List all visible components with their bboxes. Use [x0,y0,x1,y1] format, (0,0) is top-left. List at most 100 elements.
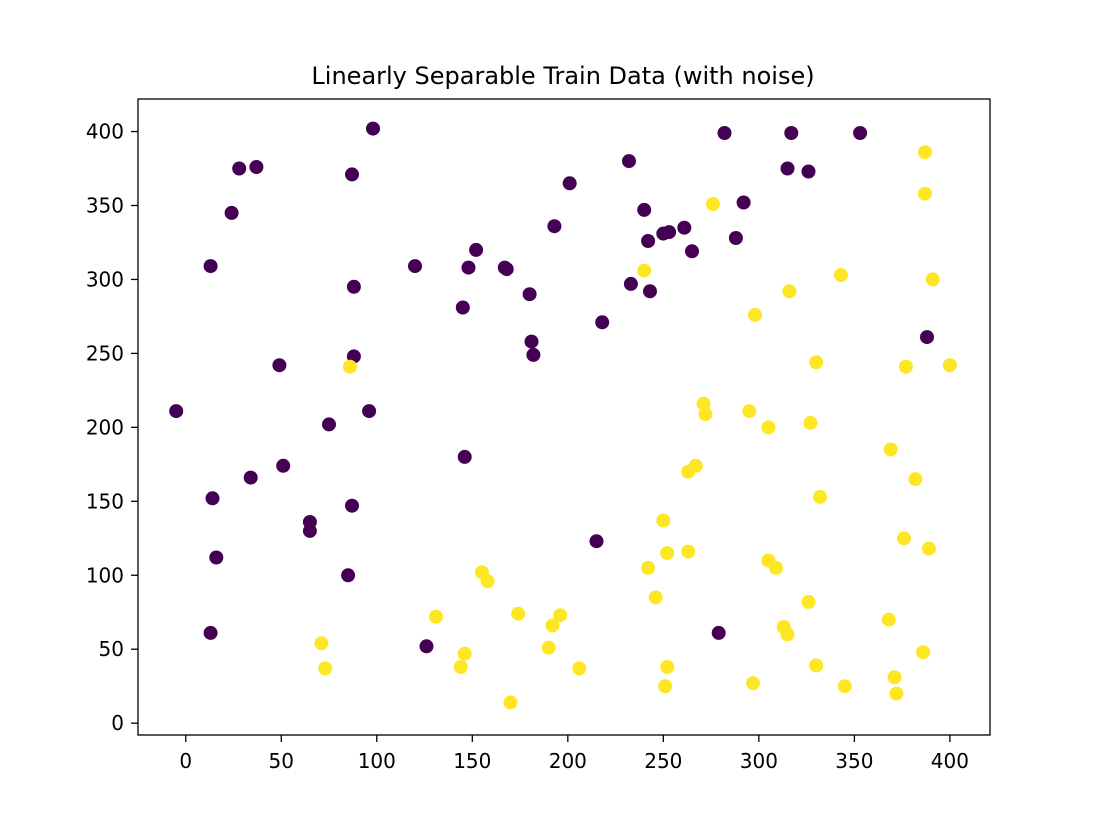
data-point-class-0 [224,205,239,220]
x-axis-ticks: 0 50 100 150 200 250 300 350 400 [179,735,969,773]
data-point-class-1 [545,618,560,633]
y-tick-label: 200 [86,415,124,439]
data-point-class-0 [637,202,652,217]
data-point-class-1 [453,660,468,674]
data-point-class-1 [769,560,783,575]
data-point-class-0 [677,220,692,235]
data-point-class-0 [362,404,377,419]
y-tick-label: 0 [111,711,124,735]
data-point-class-0 [243,470,258,485]
data-point-class-1 [681,464,696,479]
data-point-class-0 [643,284,657,299]
data-point-class-0 [589,534,604,549]
data-point-class-1 [698,407,713,421]
data-point-class-1 [429,609,443,624]
x-tick-label: 150 [453,749,491,773]
y-axis-ticks: 0 50 100 150 200 250 300 350 400 [86,120,138,735]
y-tick-label: 300 [86,267,124,291]
data-point-class-1 [660,546,675,561]
x-tick-label: 200 [549,749,587,773]
data-point-class-1 [803,415,818,430]
x-tick-label: 50 [269,749,294,773]
data-point-class-0 [717,126,732,140]
data-point-class-1 [925,272,940,287]
data-point-class-0 [711,625,726,640]
chart-title: Linearly Separable Train Data (with nois… [311,62,814,90]
data-point-class-1 [809,658,824,673]
data-point-class-1 [916,645,931,660]
data-point-class-0 [408,259,422,274]
plot-frame [137,98,991,736]
data-point-class-1 [503,695,518,710]
data-point-class-1 [898,359,913,374]
data-point-class-0 [322,417,336,432]
points-layer [169,121,957,710]
x-tick-label: 100 [358,749,396,773]
data-point-class-0 [249,160,264,174]
data-point-class-0 [209,550,224,565]
data-point-class-1 [553,608,568,623]
y-tick-label: 250 [86,341,124,365]
data-point-class-1 [908,472,923,487]
data-point-class-0 [366,121,380,136]
data-point-class-0 [736,195,751,210]
data-point-class-0 [801,164,816,179]
data-point-class-1 [660,660,675,674]
y-tick-label: 150 [86,489,124,513]
data-point-class-0 [272,358,287,373]
data-point-class-1 [748,307,762,322]
data-point-class-1 [681,544,696,559]
data-point-class-1 [641,560,656,575]
data-point-class-1 [746,676,761,691]
data-point-class-0 [276,458,291,473]
data-point-class-0 [524,334,539,349]
data-point-class-0 [469,242,484,257]
data-point-class-0 [345,498,359,513]
data-point-class-1 [637,263,652,278]
data-point-class-1 [782,284,797,299]
data-point-class-0 [780,161,795,176]
data-point-class-1 [480,574,495,589]
data-point-class-0 [595,315,610,330]
data-point-class-1 [648,590,663,605]
data-point-class-0 [232,161,247,176]
data-point-class-1 [881,612,896,627]
data-point-class-0 [641,234,656,248]
data-point-class-0 [920,330,934,345]
data-point-class-0 [345,167,359,182]
data-point-class-1 [889,686,904,701]
data-point-class-1 [706,197,720,211]
data-point-class-1 [318,661,333,676]
data-point-class-0 [622,154,636,169]
data-point-class-1 [897,531,911,546]
data-point-class-0 [522,287,537,302]
x-tick-label: 300 [740,749,778,773]
data-point-class-1 [572,661,587,676]
y-tick-label: 400 [86,120,124,144]
data-point-class-1 [343,359,357,374]
data-point-class-1 [942,358,957,373]
data-point-class-1 [780,627,795,642]
data-point-class-0 [457,449,472,464]
data-point-class-0 [562,176,577,191]
data-point-class-1 [314,636,329,651]
data-point-class-0 [547,219,562,234]
x-tick-label: 250 [644,749,682,773]
x-tick-label: 350 [835,749,873,773]
data-point-class-1 [511,606,526,621]
data-point-class-0 [784,126,799,140]
data-point-class-0 [685,244,699,259]
data-point-class-1 [809,355,824,370]
data-point-class-1 [813,489,827,504]
data-point-class-1 [918,186,932,201]
data-point-class-0 [461,260,476,275]
data-point-class-0 [203,259,218,274]
y-tick-label: 350 [86,193,124,217]
data-point-class-1 [656,513,671,528]
data-point-class-1 [742,404,757,419]
y-tick-label: 100 [86,563,124,587]
data-point-class-0 [623,276,638,291]
data-point-class-0 [499,262,514,277]
